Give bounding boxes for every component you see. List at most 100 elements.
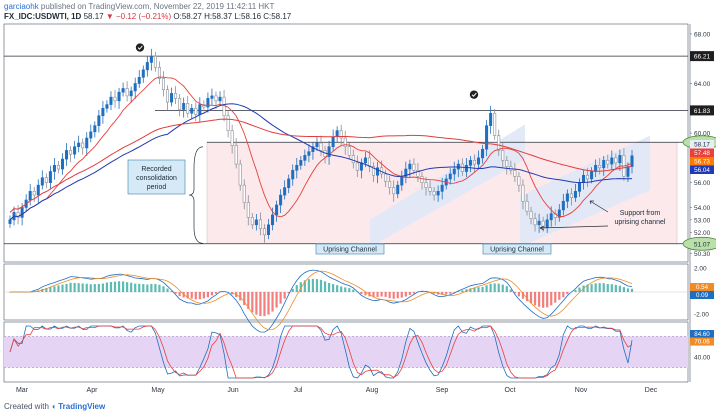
candle — [121, 82, 125, 97]
level-tag-oval — [682, 236, 716, 251]
candle — [339, 124, 343, 145]
stoch-marker — [690, 330, 714, 339]
candle — [513, 162, 517, 183]
candle — [133, 77, 137, 99]
macd-bar — [65, 283, 68, 292]
macd-bar — [392, 292, 395, 299]
candle — [186, 96, 190, 118]
macd-bar — [489, 283, 492, 292]
macd-bar — [101, 283, 104, 292]
candle-body — [89, 131, 93, 139]
ma-mid-line — [9, 103, 633, 221]
candle-body — [178, 98, 182, 110]
candle — [198, 97, 202, 123]
candle — [178, 94, 182, 117]
candle-body — [331, 136, 335, 148]
candle-body — [489, 112, 493, 126]
macd-bar — [465, 289, 468, 292]
candle-body — [230, 130, 234, 146]
consolidation-label: consolidation — [136, 175, 177, 182]
macd-bar — [364, 292, 367, 296]
candle — [81, 138, 85, 155]
candle — [472, 154, 476, 173]
candle-body — [614, 157, 618, 164]
candle-body — [424, 182, 428, 188]
tradingview-logo-icon: ◖ — [51, 402, 56, 411]
macd-bar — [194, 292, 197, 300]
macd-bar — [352, 289, 355, 292]
macd-bar — [121, 281, 125, 292]
candle-body — [371, 166, 376, 176]
candle-body — [598, 165, 602, 169]
macd-bar — [251, 292, 254, 313]
candle — [258, 212, 262, 236]
macd-bar — [69, 282, 72, 292]
candle-body — [117, 91, 121, 102]
candle-body — [174, 93, 178, 99]
candle — [396, 180, 400, 199]
candle-body — [226, 115, 230, 131]
consolidation-label-box — [127, 159, 186, 195]
candle-body — [335, 130, 339, 138]
candle — [170, 87, 174, 107]
candle — [525, 193, 529, 216]
candle-body — [630, 155, 634, 167]
channel-label-2: Uprising Channel — [490, 247, 544, 254]
candle — [610, 150, 614, 170]
candle — [565, 189, 569, 209]
macd-bar — [166, 288, 169, 292]
candle-body — [561, 200, 565, 211]
candle — [412, 158, 416, 175]
candle-body — [56, 165, 60, 170]
candle-body — [618, 155, 622, 164]
macd-line — [10, 269, 633, 333]
candle — [618, 149, 622, 171]
candle-body — [16, 212, 20, 218]
macd-bar — [174, 292, 177, 294]
candle-body — [396, 184, 400, 195]
candle-body — [60, 158, 65, 170]
candle-body — [303, 155, 307, 161]
candle-body — [242, 184, 246, 203]
candle-body — [557, 209, 561, 218]
macd-bar — [521, 292, 525, 299]
candle-body — [501, 150, 505, 161]
candle-body — [485, 125, 489, 150]
candle — [420, 172, 424, 190]
candle-body — [416, 169, 420, 177]
candle-body — [8, 219, 12, 224]
macd-bar — [198, 292, 201, 300]
macd-bar — [138, 283, 141, 292]
macd-bar — [404, 292, 407, 297]
level-tag-label: 51.07 — [694, 241, 711, 248]
candle — [517, 172, 521, 192]
candle — [590, 167, 594, 184]
author-link[interactable]: garciaohk — [4, 2, 39, 11]
candle-body — [65, 150, 69, 160]
candle — [533, 212, 537, 232]
candle — [371, 162, 376, 183]
candle-body — [214, 95, 218, 102]
macd-bar — [396, 292, 399, 299]
macd-bar — [574, 290, 577, 292]
candle-body — [537, 220, 541, 226]
candle-body — [404, 168, 408, 177]
price-marker — [690, 165, 714, 174]
candle — [311, 142, 315, 160]
candle — [561, 193, 565, 216]
candle — [174, 86, 178, 104]
candle-body — [481, 148, 485, 159]
candle — [190, 103, 194, 119]
macd-bar — [73, 282, 76, 292]
candle-body — [73, 146, 77, 155]
macd-bar — [85, 283, 88, 292]
macd-bar — [376, 292, 379, 297]
support-arrow-2 — [539, 225, 609, 229]
candle-body — [109, 96, 113, 105]
macd-bar — [291, 288, 294, 292]
macd-bar — [517, 292, 521, 297]
candle — [614, 153, 618, 170]
macd-bar — [360, 292, 363, 295]
macd-bar — [263, 292, 266, 317]
